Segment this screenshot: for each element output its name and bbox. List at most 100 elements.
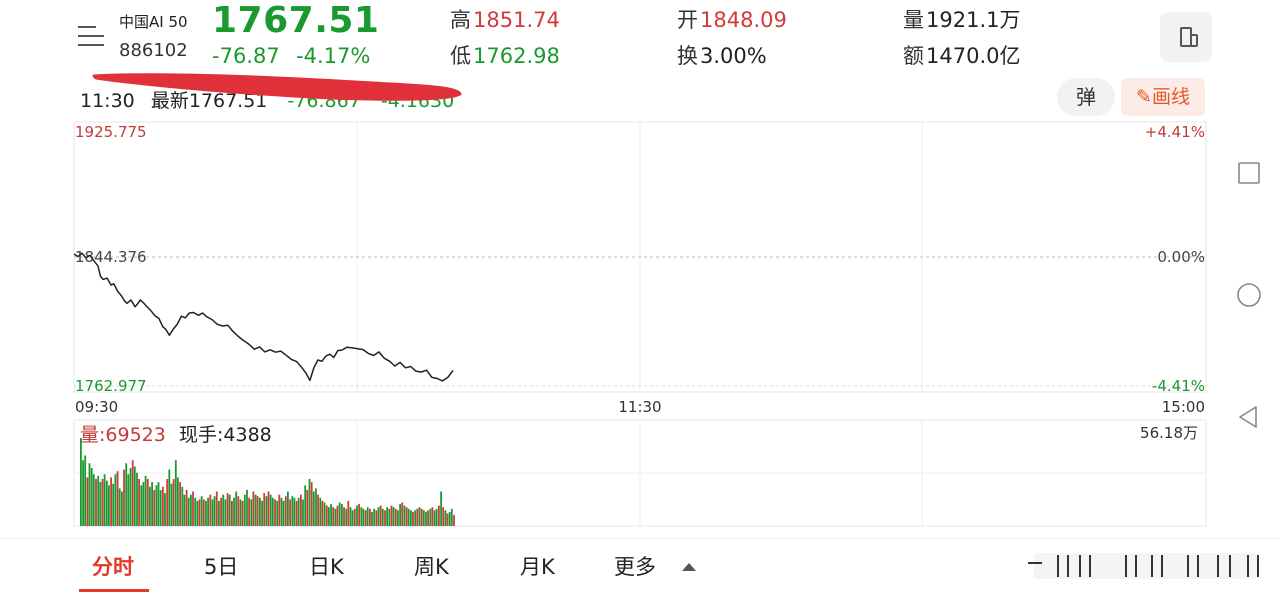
volume-bar	[220, 497, 222, 526]
tab-5day[interactable]: 5日	[204, 555, 239, 579]
volume-bar	[328, 507, 330, 526]
y-mid-label: 1844.376	[75, 248, 147, 266]
volume-value: 1921.1万	[926, 8, 1021, 32]
back-triangle-icon[interactable]	[1236, 404, 1262, 430]
volume-bar	[394, 508, 397, 526]
tab-daily-k[interactable]: 日K	[309, 555, 344, 579]
volume-bar	[265, 496, 268, 526]
volume-bar	[235, 491, 238, 526]
volume-bar	[92, 474, 95, 526]
volume-bar	[325, 505, 328, 526]
draw-line-label: 画线	[1151, 86, 1190, 108]
draw-line-button[interactable]: ✎画线	[1121, 78, 1205, 116]
volume-bar	[384, 510, 386, 526]
volume-bar	[166, 479, 169, 526]
volume-bar	[162, 486, 164, 526]
volume-bar	[140, 485, 143, 526]
volume-bar	[215, 491, 218, 526]
volume-bar	[450, 508, 453, 526]
volume-bar	[401, 502, 404, 526]
volume-bar	[390, 505, 393, 526]
volume-bar	[101, 479, 104, 526]
volume-bar	[252, 491, 255, 526]
volume-bar	[116, 471, 119, 526]
volume-bar	[345, 508, 348, 526]
phone-switch-icon[interactable]	[1160, 12, 1212, 62]
volume-bar	[114, 474, 117, 526]
intraday-chart[interactable]: 1925.775 1844.376 1762.977 +4.41% 0.00% …	[0, 118, 1280, 538]
redaction-scribble	[92, 73, 462, 101]
turnover-stat: 换3.00%	[677, 40, 767, 70]
volume-bar	[82, 460, 84, 526]
volume-bar	[446, 513, 449, 526]
volume-bar	[205, 500, 207, 526]
volume-bar	[159, 490, 162, 526]
tab-more[interactable]: 更多	[614, 555, 656, 579]
volume-bar	[317, 494, 319, 526]
volume-bar	[177, 477, 179, 526]
volume-bar	[125, 463, 128, 526]
tab-intraday[interactable]: 分时	[92, 555, 134, 579]
volume-bar	[353, 508, 356, 526]
chevron-up-icon	[682, 563, 696, 571]
volume-bar	[192, 491, 194, 526]
volume-bar	[80, 438, 82, 526]
high-label: 高	[450, 8, 471, 32]
volume-bar	[88, 463, 91, 526]
volume-bar	[308, 479, 311, 526]
volume-bar	[263, 493, 266, 526]
volume-bar	[412, 511, 414, 526]
volume-bar	[310, 482, 313, 526]
volume-bar	[407, 508, 410, 526]
volume-bar	[146, 479, 149, 526]
quote-header: 中国AI 50 886102 1767.51 -76.87 -4.17% 高18…	[0, 0, 1280, 118]
volume-bar	[410, 510, 412, 526]
bubble-button[interactable]: 弹	[1057, 78, 1115, 116]
volume-bar	[237, 496, 240, 526]
volume-bar	[153, 490, 156, 526]
volume-bar	[349, 507, 352, 526]
tab-weekly-k[interactable]: 周K	[414, 555, 449, 579]
pct-top-label: +4.41%	[1145, 123, 1205, 141]
volume-bar	[118, 488, 121, 526]
volume-bar	[427, 510, 429, 526]
volume-bar	[271, 497, 274, 526]
current-price: 1767.51	[212, 0, 380, 41]
volume-bar	[280, 497, 283, 526]
circle-icon[interactable]	[1236, 282, 1262, 308]
volume-bar	[90, 468, 93, 526]
volume-bar	[332, 507, 335, 526]
volume-bar	[306, 490, 309, 526]
volume-bar	[181, 486, 184, 526]
square-icon[interactable]	[1236, 160, 1262, 186]
menu-icon[interactable]	[78, 24, 108, 50]
volume-bar	[233, 497, 235, 526]
volume-bar	[142, 482, 145, 526]
volume-bar	[99, 482, 102, 526]
volume-bar	[431, 507, 434, 526]
volume-bar	[239, 499, 242, 526]
volume-bar	[312, 491, 315, 526]
volume-bar	[179, 482, 181, 526]
volume-bar	[209, 494, 212, 526]
volume-bar	[194, 497, 197, 526]
volume-bar	[377, 507, 380, 526]
volume-bar	[416, 508, 419, 526]
volume-bar	[157, 482, 160, 526]
tab-monthly-k[interactable]: 月K	[520, 555, 555, 579]
volume-bar	[202, 499, 205, 526]
volume-bar	[269, 494, 272, 526]
volume-bar	[405, 507, 408, 526]
volume-bar	[304, 485, 307, 526]
y-top-label: 1925.775	[75, 123, 147, 141]
volume-bar	[112, 483, 115, 526]
volume-bar	[276, 500, 279, 526]
active-tab-underline	[79, 589, 149, 592]
volume-bar	[185, 490, 188, 526]
volume-bar	[366, 507, 369, 526]
volume-bar	[86, 477, 89, 526]
volume-bar	[183, 494, 186, 526]
volume-bar	[295, 500, 298, 526]
open-stat: 开1848.09	[677, 4, 787, 34]
y-bottom-label: 1762.977	[75, 377, 147, 395]
